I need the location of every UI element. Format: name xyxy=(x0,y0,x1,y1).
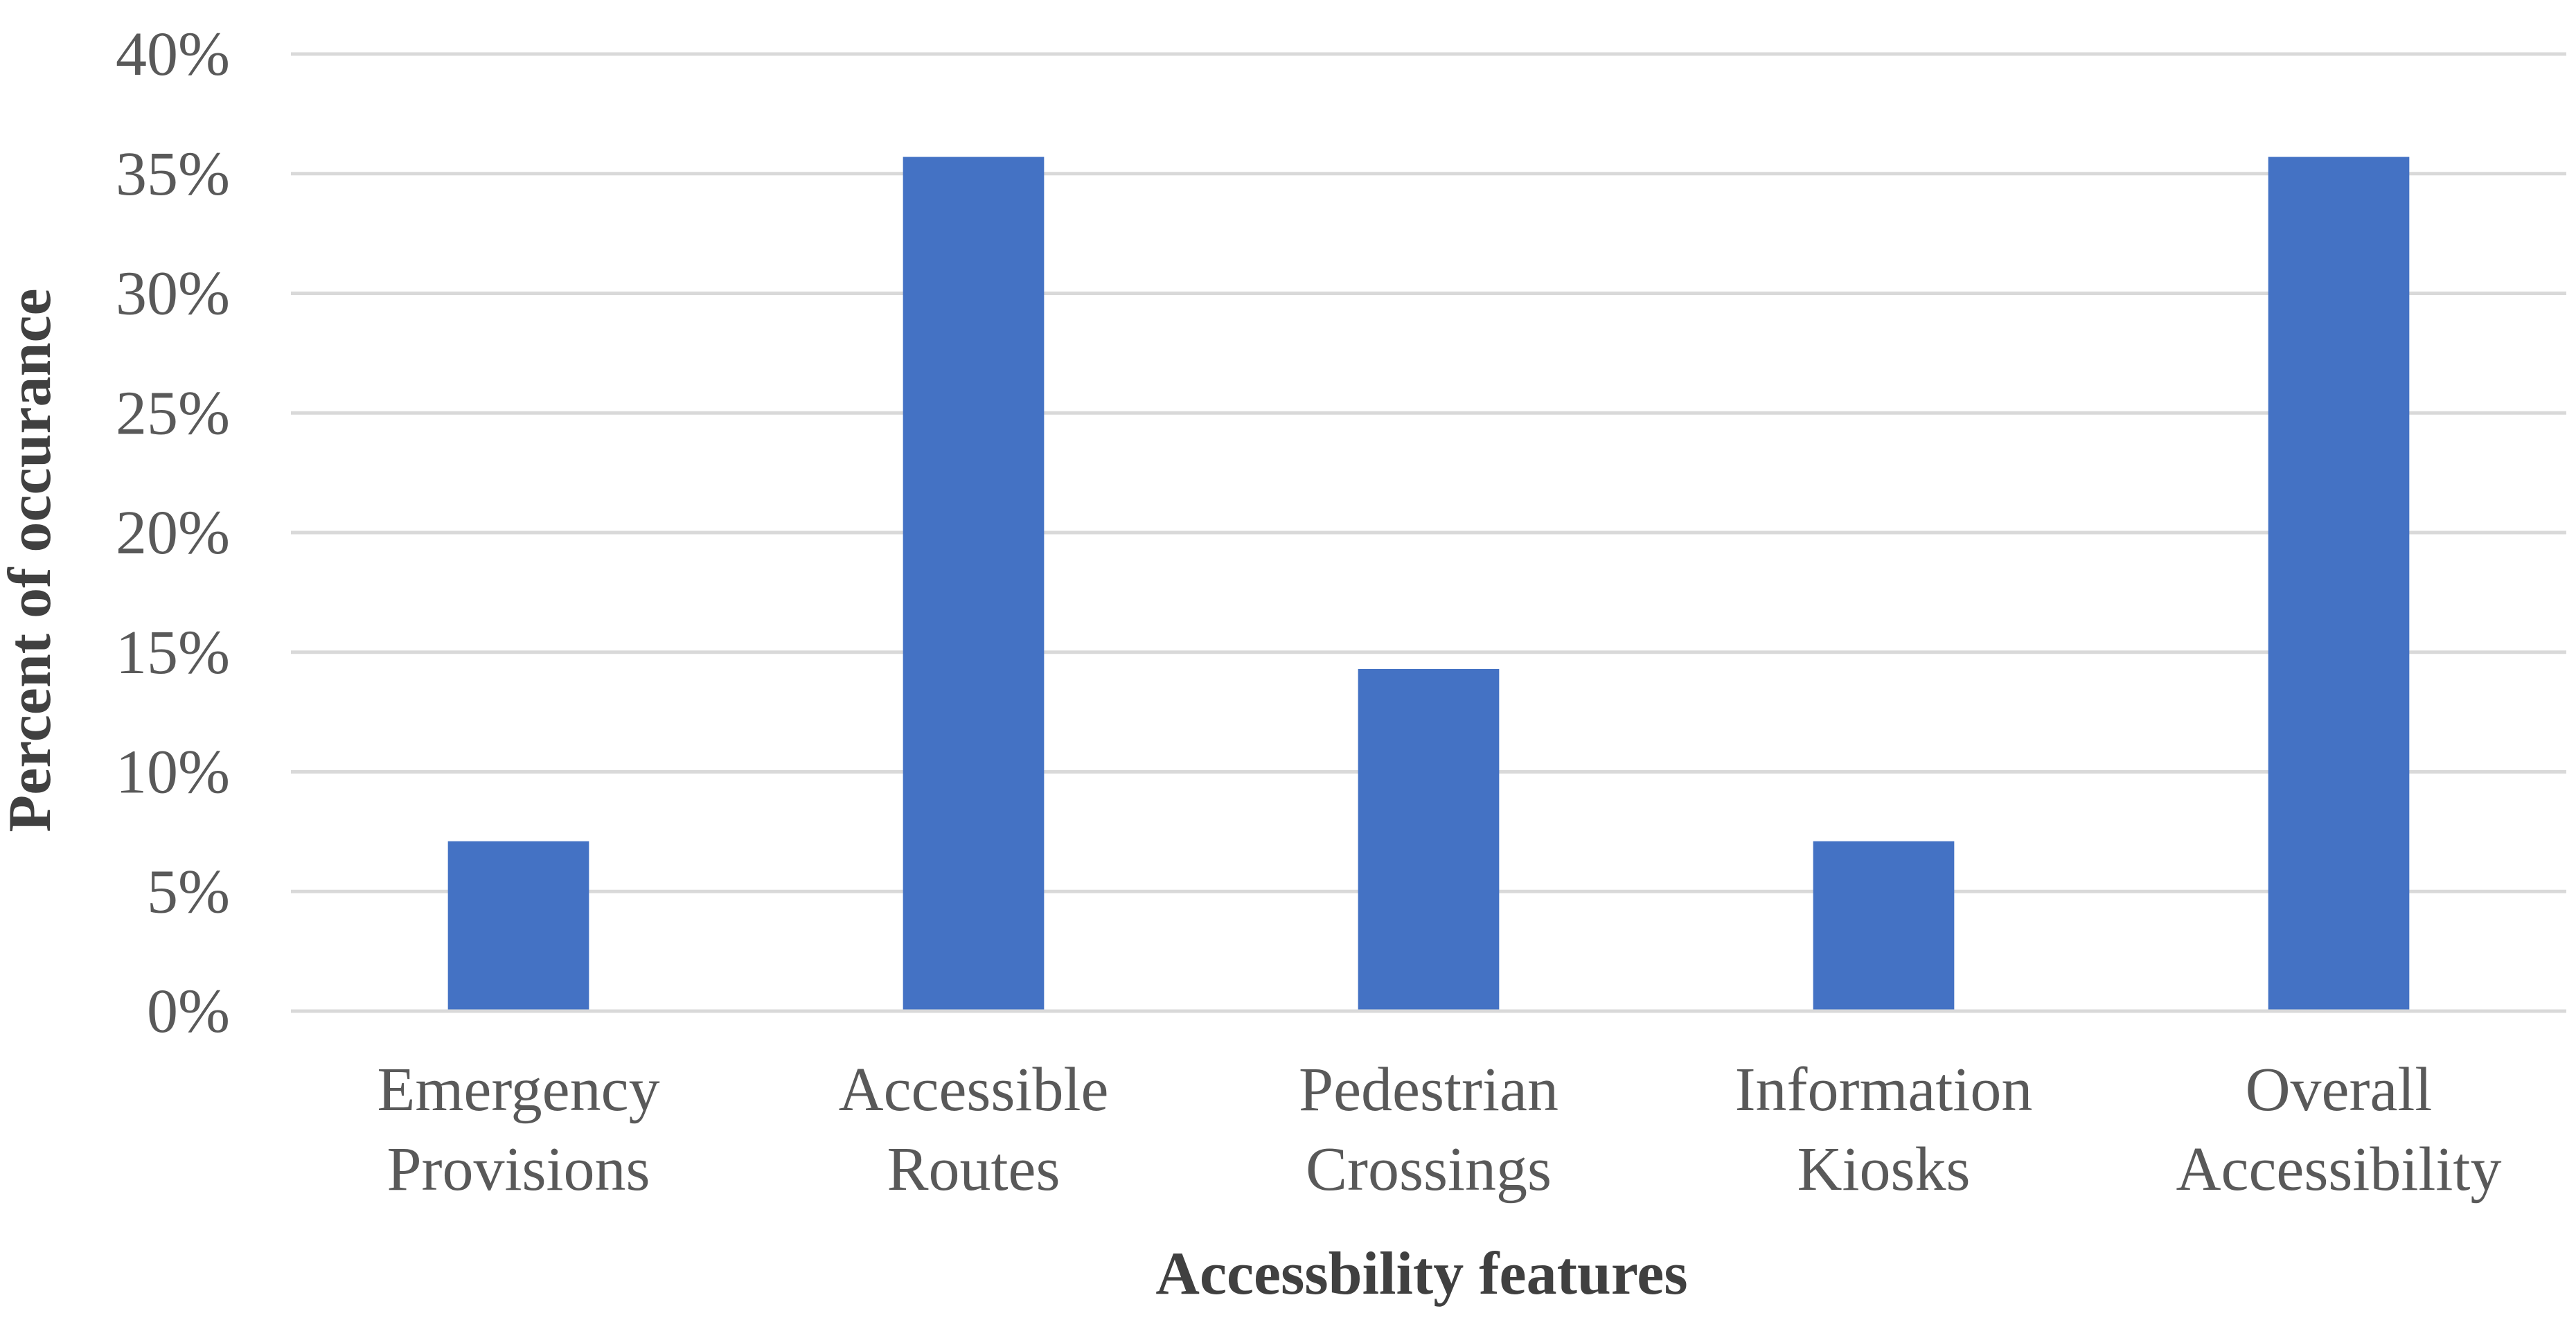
x-category-label: Accessible xyxy=(839,1055,1109,1124)
y-axis-title: Percent of occurance xyxy=(0,288,64,832)
x-category-label: Routes xyxy=(887,1135,1060,1204)
x-category-label: Overall xyxy=(2246,1055,2433,1124)
y-tick-label: 10% xyxy=(116,738,230,807)
y-tick-label: 20% xyxy=(116,499,230,567)
x-category-label: Crossings xyxy=(1306,1135,1552,1204)
x-category-label: Pedestrian xyxy=(1299,1055,1558,1124)
x-category-label: Provisions xyxy=(387,1135,650,1204)
bar xyxy=(903,157,1045,1012)
x-category-label: Information xyxy=(1735,1055,2033,1124)
y-tick-label: 5% xyxy=(147,857,230,926)
bars xyxy=(447,157,2410,1012)
y-tick-label: 35% xyxy=(116,140,230,208)
gridlines xyxy=(291,52,2566,893)
bar xyxy=(447,841,589,1011)
y-tick-label: 30% xyxy=(116,260,230,328)
y-tick-label: 40% xyxy=(116,20,230,89)
y-tick-label: 25% xyxy=(116,379,230,447)
bar xyxy=(1358,668,1500,1011)
y-axis-ticks: 0% 5% 10% 15% 20% 25% 30% 35% 40% xyxy=(116,20,230,1046)
bar xyxy=(1813,841,1955,1011)
y-tick-label: 15% xyxy=(116,618,230,687)
y-tick-label: 0% xyxy=(147,977,230,1046)
bar xyxy=(2268,157,2410,1012)
x-category-label: Accessibility xyxy=(2176,1135,2502,1204)
x-axis-categories: Emergency Provisions Accessible Routes Pedes… xyxy=(377,1055,2501,1204)
x-category-label: Kiosks xyxy=(1797,1135,1970,1204)
x-axis-title: Accessbility features xyxy=(1155,1240,1687,1308)
x-category-label: Emergency xyxy=(377,1055,659,1124)
